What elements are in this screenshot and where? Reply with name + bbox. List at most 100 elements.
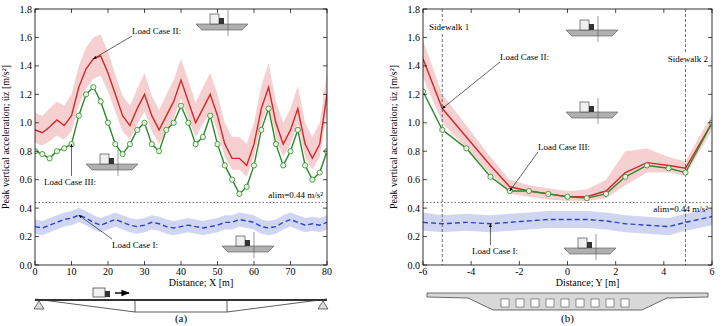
y-axis-label: Peak vertical acceleration; üz [m/s²] (0, 65, 11, 209)
x-tick-label: 30 (140, 266, 150, 277)
y-tick-label: 0.2 (20, 231, 33, 242)
x-tick (217, 261, 218, 265)
series-marker (526, 188, 531, 193)
bridge-strut (135, 300, 136, 312)
y-tick (423, 236, 427, 237)
series-marker (288, 149, 293, 154)
x-tick (615, 261, 616, 265)
icon-centerline (598, 98, 599, 124)
series-marker (105, 120, 110, 125)
series-marker (215, 142, 220, 147)
uncertainty-band (35, 208, 327, 235)
uncertainty-band (423, 40, 712, 201)
x-tick (471, 9, 472, 13)
x-tick (663, 9, 664, 13)
load-case-icon (566, 98, 618, 124)
y-tick (708, 94, 712, 95)
x-tick (663, 261, 664, 265)
truck-cab (105, 291, 110, 297)
series-marker (317, 170, 322, 175)
series-marker (40, 151, 45, 156)
limit-label: alim=0.44 m/s² (268, 190, 323, 200)
x-tick-label: 2 (613, 266, 618, 277)
series-marker (584, 196, 589, 201)
bridge-support (318, 301, 328, 309)
sidewalk-line (442, 9, 443, 265)
y-tick (708, 236, 712, 237)
y-tick (35, 208, 39, 209)
x-tick (712, 9, 713, 13)
y-tick-label: 0.4 (408, 203, 421, 214)
x-tick-label: 6 (710, 266, 715, 277)
series-marker (303, 163, 308, 168)
load-case-icon (196, 10, 248, 36)
y-tick-label: 1.4 (20, 60, 33, 71)
box-cell (561, 299, 569, 307)
y-tick (708, 179, 712, 180)
y-tick (708, 151, 712, 152)
series-marker (164, 127, 169, 132)
y-tick-label: 0.8 (408, 146, 421, 157)
x-tick (254, 9, 255, 13)
box-cell (576, 299, 584, 307)
icon-centerline (228, 10, 229, 36)
y-tick (423, 122, 427, 123)
series-marker (178, 103, 183, 108)
y-tick-label: 0.8 (20, 146, 33, 157)
box-cell (591, 299, 599, 307)
series-annotation: Load Case I: (472, 246, 518, 256)
y-tick (35, 94, 39, 95)
series-marker (91, 85, 96, 90)
icon-truck-cab (589, 24, 594, 30)
y-tick (708, 37, 712, 38)
series-annotation: Load Case II: (132, 26, 181, 36)
series-marker (440, 127, 445, 132)
panel: 0.00.20.40.60.81.01.21.41.61.8-6-4-20246… (388, 4, 715, 326)
series-marker (208, 113, 213, 118)
series-marker (603, 191, 608, 196)
x-tick-label: -4 (467, 266, 475, 277)
y-tick (35, 122, 39, 123)
box-cell (606, 299, 614, 307)
series-marker (98, 99, 103, 104)
y-tick-label: 1.6 (408, 32, 421, 43)
y-tick-label: 1.2 (408, 89, 421, 100)
series-marker (251, 163, 256, 168)
y-axis-label: Peak vertical acceleration; üz [m/s²] (388, 65, 399, 209)
series-line (423, 59, 712, 197)
bridge-deck (35, 299, 327, 301)
y-tick (35, 236, 39, 237)
y-tick-label: 1.4 (408, 60, 421, 71)
icon-truck-body (578, 238, 587, 248)
bridge-support (34, 301, 44, 309)
sidewalk-label: Sidewalk 2 (668, 54, 708, 64)
panel-caption: (a) (175, 312, 188, 325)
y-tick (708, 65, 712, 66)
icon-truck-body (236, 236, 245, 246)
limit-line (423, 202, 712, 203)
series-marker (76, 113, 81, 118)
box-cell (516, 299, 524, 307)
icon-truck-cab (109, 158, 114, 164)
load-case-icon (86, 150, 138, 176)
x-tick (423, 9, 424, 13)
series-marker (149, 142, 154, 147)
truck-body (93, 288, 105, 297)
y-tick (423, 37, 427, 38)
series-marker (266, 106, 271, 111)
x-tick-label: 10 (67, 266, 77, 277)
icon-truck-cab (219, 18, 224, 24)
x-tick-label: 80 (322, 266, 332, 277)
box-cell (546, 299, 554, 307)
series-marker (273, 142, 278, 147)
series-marker (683, 170, 688, 175)
series-marker (244, 184, 249, 189)
y-tick (323, 94, 327, 95)
y-tick (423, 65, 427, 66)
x-tick (217, 9, 218, 13)
series-marker (62, 146, 67, 151)
y-tick (35, 9, 39, 10)
annotation-arrow (93, 36, 132, 59)
icon-truck-cab (245, 240, 250, 246)
annotation-arrow (79, 215, 112, 239)
